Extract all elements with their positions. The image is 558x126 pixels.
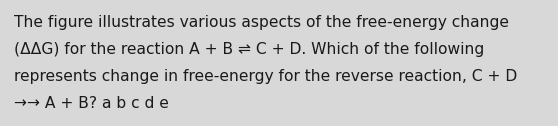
Text: The figure illustrates various aspects of the free-energy change: The figure illustrates various aspects o… <box>14 15 509 30</box>
Text: →→ A + B? a b c d e: →→ A + B? a b c d e <box>14 96 169 111</box>
Text: (ΔΔG) for the reaction A + B ⇌ C + D. Which of the following: (ΔΔG) for the reaction A + B ⇌ C + D. Wh… <box>14 42 484 57</box>
Text: represents change in free-energy for the reverse reaction, C + D: represents change in free-energy for the… <box>14 69 517 84</box>
